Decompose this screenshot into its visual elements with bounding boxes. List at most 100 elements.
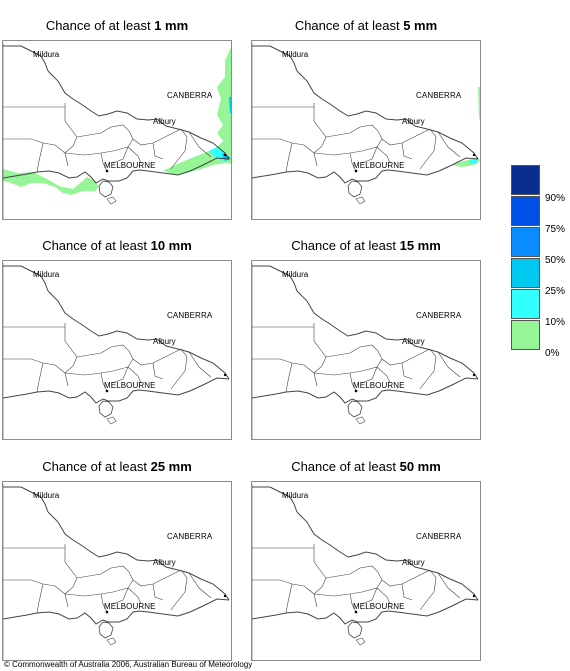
district-boundary	[36, 583, 44, 614]
probability-area	[3, 169, 99, 195]
legend-swatch-0-10	[511, 320, 540, 350]
phillip-island	[355, 196, 366, 205]
district-boundary	[401, 362, 413, 380]
place-label-canberra: CANBERRA	[167, 311, 213, 320]
state-border	[296, 511, 479, 601]
district-boundary	[188, 351, 212, 378]
district-boundary	[76, 344, 134, 368]
district-boundary	[325, 565, 383, 589]
melbourne-marker	[354, 169, 358, 173]
panel-title-prefix: Chance of at least	[45, 18, 155, 33]
district-boundary	[76, 565, 134, 589]
place-label-melbourne: MELBOURNE	[104, 161, 156, 170]
district-boundary	[285, 142, 293, 173]
gabo-marker	[223, 153, 227, 157]
state-border	[296, 290, 479, 380]
port-phillip-bay	[98, 400, 114, 418]
district-boundary	[361, 587, 378, 605]
place-label-melbourne: MELBOURNE	[353, 161, 405, 170]
legend-swatch-90-100	[511, 165, 540, 195]
district-boundary	[188, 131, 212, 158]
panel-title-amount: 1 mm	[154, 18, 189, 33]
phillip-island	[106, 196, 117, 205]
panel-title: Chance of at least 25 mm	[2, 459, 232, 474]
district-boundary	[252, 579, 315, 595]
probability-area	[478, 87, 480, 120]
district-boundary	[100, 152, 108, 172]
place-label-canberra: CANBERRA	[416, 311, 462, 320]
map-svg	[252, 263, 479, 439]
port-phillip-bay	[347, 621, 363, 639]
district-boundary	[3, 579, 66, 595]
place-label-melbourne: MELBOURNE	[353, 602, 405, 611]
state-border	[252, 486, 298, 513]
district-boundary	[100, 372, 108, 392]
state-border	[296, 70, 479, 160]
state-border	[47, 70, 230, 160]
place-label-albury: Albury	[402, 117, 425, 126]
district-boundary	[132, 128, 182, 146]
phillip-island	[355, 416, 366, 425]
district-boundary	[3, 138, 66, 154]
district-boundary	[437, 572, 461, 599]
place-label-mildura: Mildura	[33, 491, 60, 500]
district-boundary	[152, 142, 164, 160]
melbourne-marker	[105, 610, 109, 614]
place-label-mildura: Mildura	[33, 50, 60, 59]
map-svg	[3, 263, 230, 439]
legend-label-50: 50%	[545, 255, 566, 266]
melbourne-marker	[105, 169, 109, 173]
district-boundary	[188, 572, 212, 599]
state-border	[3, 598, 230, 625]
rainfall-map-5: Mildura CANBERRA Albury MELBOURNE	[251, 481, 481, 661]
district-boundary	[64, 146, 142, 164]
port-phillip-bay	[98, 621, 114, 639]
state-border	[252, 157, 479, 184]
district-boundary	[285, 583, 293, 614]
place-label-canberra: CANBERRA	[416, 532, 462, 541]
district-boundary	[313, 323, 327, 387]
panel-title-prefix: Chance of at least	[42, 238, 151, 253]
place-label-mildura: Mildura	[33, 270, 60, 279]
place-label-albury: Albury	[153, 337, 176, 346]
map-svg	[252, 43, 480, 219]
legend-label-75: 75%	[545, 224, 566, 235]
legend-label-10: 10%	[545, 317, 566, 328]
panel-title-amount: 25 mm	[150, 459, 192, 474]
district-boundary	[361, 146, 378, 164]
panel-title: Chance of at least 5 mm	[251, 18, 481, 33]
place-label-canberra: CANBERRA	[167, 91, 213, 100]
probability-area	[229, 97, 231, 114]
map-svg	[252, 484, 479, 660]
district-boundary	[76, 124, 134, 148]
rainfall-map-0: Mildura CANBERRA Albury MELBOURNE	[2, 40, 232, 220]
phillip-island	[106, 416, 117, 425]
rainfall-map-2: Mildura CANBERRA Albury MELBOURNE	[2, 260, 232, 440]
panel-title-amount: 10 mm	[150, 238, 192, 253]
melbourne-marker	[105, 389, 109, 393]
state-border	[3, 45, 49, 72]
district-boundary	[64, 366, 142, 384]
panel-title: Chance of at least 15 mm	[251, 238, 481, 253]
district-boundary	[361, 366, 378, 384]
panel-title: Chance of at least 50 mm	[251, 459, 481, 474]
state-border	[252, 45, 298, 72]
district-boundary	[132, 569, 182, 587]
district-boundary	[313, 587, 391, 605]
place-label-albury: Albury	[153, 117, 176, 126]
probability-area	[452, 157, 480, 167]
district-boundary	[152, 583, 164, 601]
district-boundary	[152, 362, 164, 380]
district-boundary	[36, 362, 44, 393]
district-boundary	[401, 583, 413, 601]
district-boundary	[170, 569, 188, 611]
probability-area	[163, 47, 231, 175]
district-boundary	[437, 131, 461, 158]
place-label-melbourne: MELBOURNE	[353, 381, 405, 390]
district-boundary	[252, 138, 315, 154]
state-border	[252, 377, 479, 404]
district-boundary	[100, 593, 108, 613]
district-boundary	[419, 128, 437, 170]
district-boundary	[170, 128, 188, 170]
legend-swatch-50-75	[511, 227, 540, 257]
